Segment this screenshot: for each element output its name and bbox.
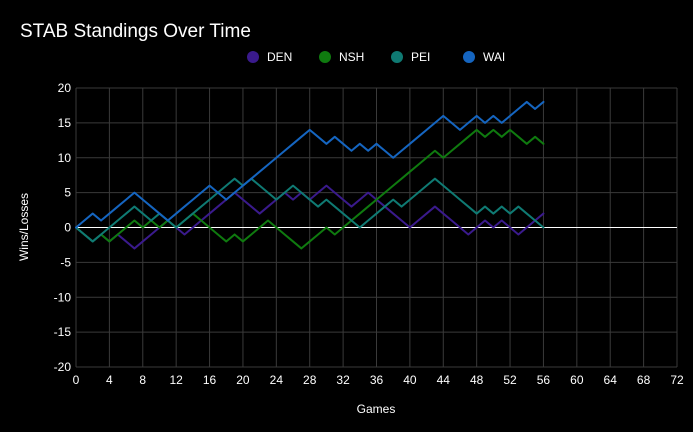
x-tick-label: 52 [503, 373, 517, 387]
x-tick-label: 60 [570, 373, 584, 387]
x-tick-label: 4 [106, 373, 113, 387]
x-tick-label: 12 [169, 373, 183, 387]
legend-item-den[interactable]: DEN [247, 50, 292, 64]
x-tick-label: 72 [670, 373, 684, 387]
legend-label: WAI [483, 50, 505, 64]
series-line-nsh [75, 128, 545, 250]
x-tick-label: 16 [203, 373, 217, 387]
legend-item-nsh[interactable]: NSH [319, 50, 364, 64]
y-axis-ticks: 20 15 10 5 0 -5 -10 -15 -20 [54, 81, 72, 374]
x-tick-label: 56 [537, 373, 551, 387]
legend-marker [247, 51, 259, 63]
x-axis-title: Games [357, 402, 396, 416]
y-tick-label: 5 [64, 186, 71, 200]
x-tick-label: 48 [470, 373, 484, 387]
legend: DEN NSH PEI WAI [247, 50, 505, 64]
series-line-wai [75, 100, 545, 229]
legend-item-pei[interactable]: PEI [391, 50, 430, 64]
x-tick-label: 0 [73, 373, 80, 387]
y-tick-label: -20 [54, 360, 72, 374]
x-tick-label: 36 [370, 373, 384, 387]
legend-label: NSH [339, 50, 364, 64]
series-lines [75, 100, 545, 250]
x-tick-label: 28 [303, 373, 317, 387]
y-tick-label: -5 [60, 255, 71, 269]
series-line-pei [75, 177, 545, 243]
x-tick-label: 24 [270, 373, 284, 387]
x-tick-label: 40 [403, 373, 417, 387]
x-tick-label: 64 [604, 373, 618, 387]
y-tick-label: 20 [58, 81, 72, 95]
legend-item-wai[interactable]: WAI [463, 50, 505, 64]
x-tick-label: 8 [139, 373, 146, 387]
chart-title: STAB Standings Over Time [20, 21, 251, 42]
x-tick-label: 44 [437, 373, 451, 387]
legend-label: PEI [411, 50, 430, 64]
y-tick-label: -10 [54, 290, 72, 304]
y-tick-label: 0 [64, 221, 71, 235]
y-tick-label: -15 [54, 325, 72, 339]
x-tick-label: 20 [236, 373, 250, 387]
legend-marker [463, 51, 475, 63]
y-tick-label: 15 [58, 116, 72, 130]
legend-marker [391, 51, 403, 63]
y-axis-title: Wins/Losses [17, 193, 31, 261]
y-tick-label: 10 [58, 151, 72, 165]
x-axis-ticks: 0 4 8 12 16 20 24 28 32 36 40 44 48 52 56 60 64 68 72 [73, 373, 684, 387]
x-tick-label: 68 [637, 373, 651, 387]
legend-label: DEN [267, 50, 292, 64]
legend-marker [319, 51, 331, 63]
x-tick-label: 32 [336, 373, 350, 387]
